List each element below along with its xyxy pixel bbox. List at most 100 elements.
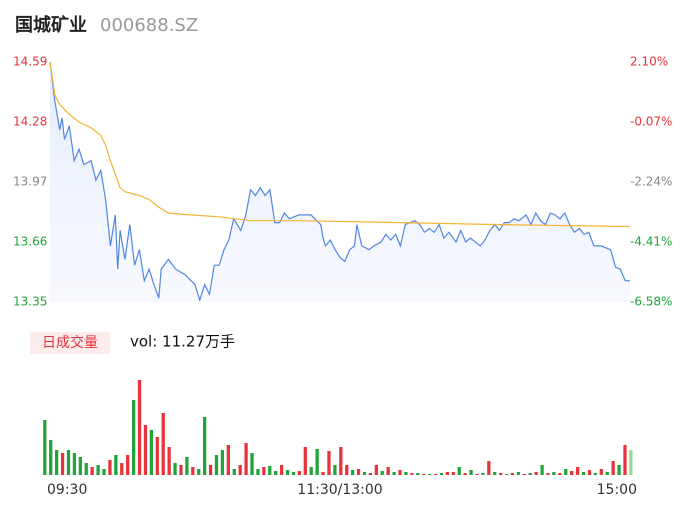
volume-bar [593,473,597,475]
volume-bar [161,413,165,475]
volume-bar [404,472,408,475]
price-area [50,62,630,302]
y-tick-label: 13.97 [13,175,47,189]
y2-tick-label: -4.41% [630,235,672,249]
volume-bar [78,457,82,475]
volume-bar [279,465,284,475]
stock-name: 国城矿业 [15,14,87,36]
y2-tick-label: 2.10% [630,55,668,69]
volume-bar [155,437,159,475]
volume-bar [108,460,112,475]
volume-bar [587,470,592,475]
volume-bar [285,470,290,475]
volume-bar [345,465,349,475]
volume-bar [309,467,313,475]
volume-bar [516,472,521,475]
volume-bar [410,473,414,475]
volume-bar [250,453,254,475]
volume-label-bg [30,332,110,354]
volume-bar [445,472,449,475]
volume-bar [185,457,189,475]
volume-bar [356,469,361,475]
volume-bar [90,467,94,475]
stock-code: 000688.SZ [100,15,198,36]
volume-bar [96,465,100,475]
volume-bar [493,472,497,475]
volume-bar [451,472,455,475]
volume-bar [422,474,426,475]
volume-bar [321,472,325,475]
volume-bar [149,430,153,475]
volume-bar [131,400,136,475]
volume-bar [575,467,580,475]
volume-bar [617,465,621,475]
volume-bar [179,465,183,475]
x-tick-label: 11:30/13:00 [297,482,382,498]
volume-bar [504,474,509,475]
volume-bar [297,471,301,475]
volume-bar [191,467,195,475]
volume-bar [481,473,485,475]
volume-bar [433,474,438,475]
y-tick-label: 13.66 [13,235,47,249]
volume-bar [552,472,556,475]
volume-bar [351,470,355,475]
volume-text: vol: 11.27万手 [130,333,235,351]
volume-bar [374,465,378,475]
volume-bar [380,471,384,475]
x-tick-label: 15:00 [597,482,637,498]
y2-tick-label: -6.58% [630,295,672,309]
volume-bar [599,469,603,475]
volume-bar [60,453,65,475]
volume-bar [43,420,47,475]
volume-bar [439,473,444,475]
volume-bar [398,470,402,475]
volume-bar [499,473,503,475]
volume-bar [303,447,307,475]
volume-bar [605,472,609,475]
volume-bar [339,447,343,475]
volume-bar [114,455,118,475]
volume-bar [540,465,544,475]
volume-bar [368,473,373,475]
volume-bar [386,467,390,475]
volume-bar [564,469,568,475]
price-line [49,61,630,303]
volume-bar [475,474,479,475]
volume-bar [392,472,396,475]
volume-bar [214,455,219,475]
volume-label: 日成交量 [42,334,98,351]
volume-bar [457,467,461,475]
volume-bar [238,465,242,475]
volume-bar [220,450,225,475]
volume-bar [197,469,201,475]
volume-bar [291,472,296,475]
volume-bar [522,474,526,475]
y-tick-label: 14.28 [13,115,47,129]
volume-bar [256,469,260,475]
y2-tick-label: -2.24% [630,175,672,189]
volume-bar [268,466,272,475]
volume-bar [487,461,491,475]
volume-bar [232,469,236,475]
volume-bar [226,445,230,475]
average-line [49,61,631,228]
volume-bar [84,463,88,475]
volume-bar [469,470,473,475]
volume-bar [203,417,207,475]
volume-bar [120,463,124,475]
volume-bar [333,465,337,475]
volume-bar [510,473,515,475]
volume-bar [143,425,148,475]
volume-bar [546,473,550,475]
volume-bar [274,471,278,475]
volume-bar [427,474,432,475]
volume-bar [528,473,532,475]
volume-bar [137,380,142,475]
volume-bar [102,469,106,475]
volume-bar [534,472,538,475]
volume-bar [416,473,420,475]
volume-bar [208,465,213,475]
volume-bar [262,467,266,475]
volume-bar [173,463,177,475]
